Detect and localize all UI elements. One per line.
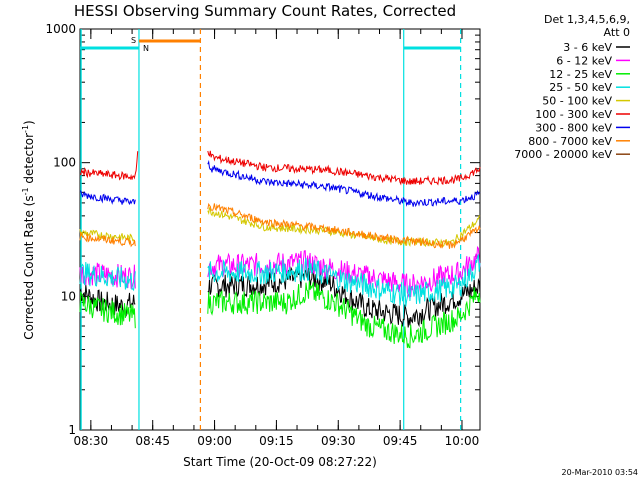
y-axis-label-sup-1: -1 (21, 187, 30, 195)
legend-entry-label: 50 - 100 keV (542, 95, 612, 108)
legend-entry-label: 7000 - 20000 keV (514, 148, 612, 161)
legend-entry-label: 6 - 12 keV (556, 54, 612, 67)
x-axis: 08:30 08:45 09:00 09:15 09:30 09:45 10:00 (74, 29, 480, 448)
y-axis-label-end: ) (22, 120, 36, 125)
series-line (79, 261, 136, 292)
timestamp: 20-Mar-2010 03:54 (562, 468, 639, 477)
series-line (207, 159, 481, 208)
x-tick-label: 10:00 (445, 434, 480, 448)
legend-entry-label: 300 - 800 keV (535, 121, 612, 134)
x-axis-label: Start Time (20-Oct-09 08:27:22) (183, 455, 377, 469)
x-tick-label: 08:30 (74, 434, 109, 448)
legend-entry-label: 100 - 300 keV (535, 108, 612, 121)
x-tick-label: 09:15 (259, 434, 294, 448)
y-axis-label: Corrected Count Rate (s-1 detector-1) (21, 120, 36, 339)
series-line (79, 151, 139, 181)
series-line (207, 202, 481, 249)
series-group (79, 150, 481, 349)
legend-header-2: Att 0 (604, 26, 630, 39)
legend-entry-label: 3 - 6 keV (563, 41, 612, 54)
series-line (207, 206, 481, 248)
x-tick-label: 09:00 (197, 434, 232, 448)
legend-entry-label: 12 - 25 keV (549, 68, 612, 81)
y-axis-label-mid: detector (22, 133, 36, 188)
series-line (79, 190, 136, 206)
y-tick-label: 1000 (45, 22, 76, 36)
night-marker-label: N (143, 44, 149, 53)
series-line (79, 290, 136, 329)
series-line (79, 262, 136, 289)
y-tick-label: 10 (61, 289, 76, 303)
series-line (79, 231, 136, 248)
x-tick-label: 09:45 (383, 434, 418, 448)
series-line (207, 254, 481, 307)
series-line (207, 281, 481, 349)
legend-entry-label: 25 - 50 keV (549, 81, 612, 94)
y-tick-label: 100 (53, 156, 76, 170)
x-tick-label: 09:30 (321, 434, 356, 448)
y-axis: 1 10 100 1000 (45, 22, 480, 437)
y-axis-label-main: Corrected Count Rate (s (22, 195, 36, 339)
y-axis-label-sup-2: -1 (21, 125, 30, 133)
y-tick-label: 1 (68, 423, 76, 437)
legend-entry-label: 800 - 7000 keV (528, 135, 612, 148)
saa-marker-label: S (131, 36, 136, 45)
legend-header-1: Det 1,3,4,5,6,9, (544, 13, 630, 26)
series-line (207, 245, 481, 298)
x-tick-label: 08:45 (135, 434, 170, 448)
chart-title: HESSI Observing Summary Count Rates, Cor… (74, 2, 456, 20)
series-line (207, 150, 481, 186)
attenuator-markers: SN (80, 29, 462, 430)
